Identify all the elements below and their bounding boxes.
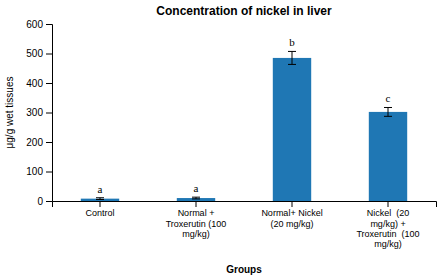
x-tick-label: Control	[85, 208, 114, 218]
x-tick: Control	[85, 201, 114, 218]
x-tick: Normal+ Nickel(20 mg/kg)	[261, 201, 322, 229]
x-tick: Normal +Troxerutin (100mg/kg)	[166, 201, 227, 239]
y-tick-mark	[46, 24, 52, 25]
y-tick: 500	[26, 48, 52, 59]
y-tick-mark	[46, 83, 52, 84]
y-tick: 400	[26, 78, 52, 89]
x-axis-line	[53, 202, 437, 208]
x-tick-label-line: Troxerutin (100	[166, 219, 227, 229]
x-tick-label-line: Troxerutin (100	[356, 229, 419, 239]
y-tick-label: 300	[26, 107, 43, 118]
y-tick-mark	[46, 201, 52, 202]
x-tick-mark	[388, 201, 389, 207]
y-axis-title: μg/g wet tissues	[4, 77, 15, 149]
x-tick: Nickel (20mg/kg) +Troxerutin (100mg/kg)	[356, 201, 419, 249]
bar	[177, 198, 215, 201]
y-tick-label: 400	[26, 78, 43, 89]
y-tick-mark	[46, 54, 52, 55]
x-axis-title: Groups	[226, 264, 262, 275]
bar	[369, 112, 407, 201]
y-axis: 0 100 200 300 400 500 600	[26, 19, 52, 207]
y-tick: 100	[26, 166, 52, 177]
plot-area	[81, 51, 407, 201]
chart: 0100200300400500600ControlNormal +Troxer…	[0, 0, 448, 277]
y-tick-mark	[46, 142, 52, 143]
y-tick-mark	[46, 113, 52, 114]
x-tick-label: Normal+ Nickel(20 mg/kg)	[261, 208, 322, 228]
error-bar	[384, 107, 392, 116]
y-tick: 600	[26, 19, 52, 30]
y-tick-label: 0	[37, 196, 43, 207]
x-tick-label: Normal +Troxerutin (100mg/kg)	[166, 208, 227, 239]
x-tick-label-line: mg/kg)	[182, 229, 210, 239]
annotation: b	[289, 36, 295, 48]
x-axis: ControlNormal +Troxerutin (100mg/kg)Norm…	[53, 201, 437, 249]
x-tick-label-line: mg/kg)	[374, 239, 402, 249]
x-tick-label-line: Nickel (20	[367, 208, 410, 218]
y-tick-label: 200	[26, 137, 43, 148]
error-bar	[96, 198, 104, 200]
y-tick-label: 600	[26, 19, 43, 30]
y-tick-mark	[46, 172, 52, 173]
annotation: a	[98, 183, 103, 195]
x-tick-mark	[292, 201, 293, 207]
error-bar	[288, 51, 296, 64]
x-tick-label-line: Normal+ Nickel	[261, 208, 322, 218]
x-tick-label: Nickel (20mg/kg) +Troxerutin (100mg/kg)	[356, 208, 419, 249]
annotation: a	[194, 182, 199, 194]
annotations: a a b c	[98, 36, 391, 194]
y-tick-label: 500	[26, 48, 43, 59]
bar	[273, 58, 311, 201]
error-bar	[192, 197, 200, 199]
y-tick: 200	[26, 137, 52, 148]
bar	[81, 199, 119, 201]
title: Concentration of nickel in liver	[156, 4, 332, 18]
y-tick-label: 100	[26, 166, 43, 177]
x-tick-mark	[196, 201, 197, 207]
annotation: c	[386, 92, 391, 104]
x-tick-label-line: mg/kg) +	[370, 219, 405, 229]
y-axis-line	[46, 25, 53, 202]
y-tick: 300	[26, 107, 52, 118]
x-tick-mark	[100, 201, 101, 207]
y-tick: 0	[37, 196, 52, 207]
x-tick-label-line: Control	[85, 208, 114, 218]
x-tick-label-line: Normal +	[178, 208, 215, 218]
x-tick-label-line: (20 mg/kg)	[270, 219, 313, 229]
